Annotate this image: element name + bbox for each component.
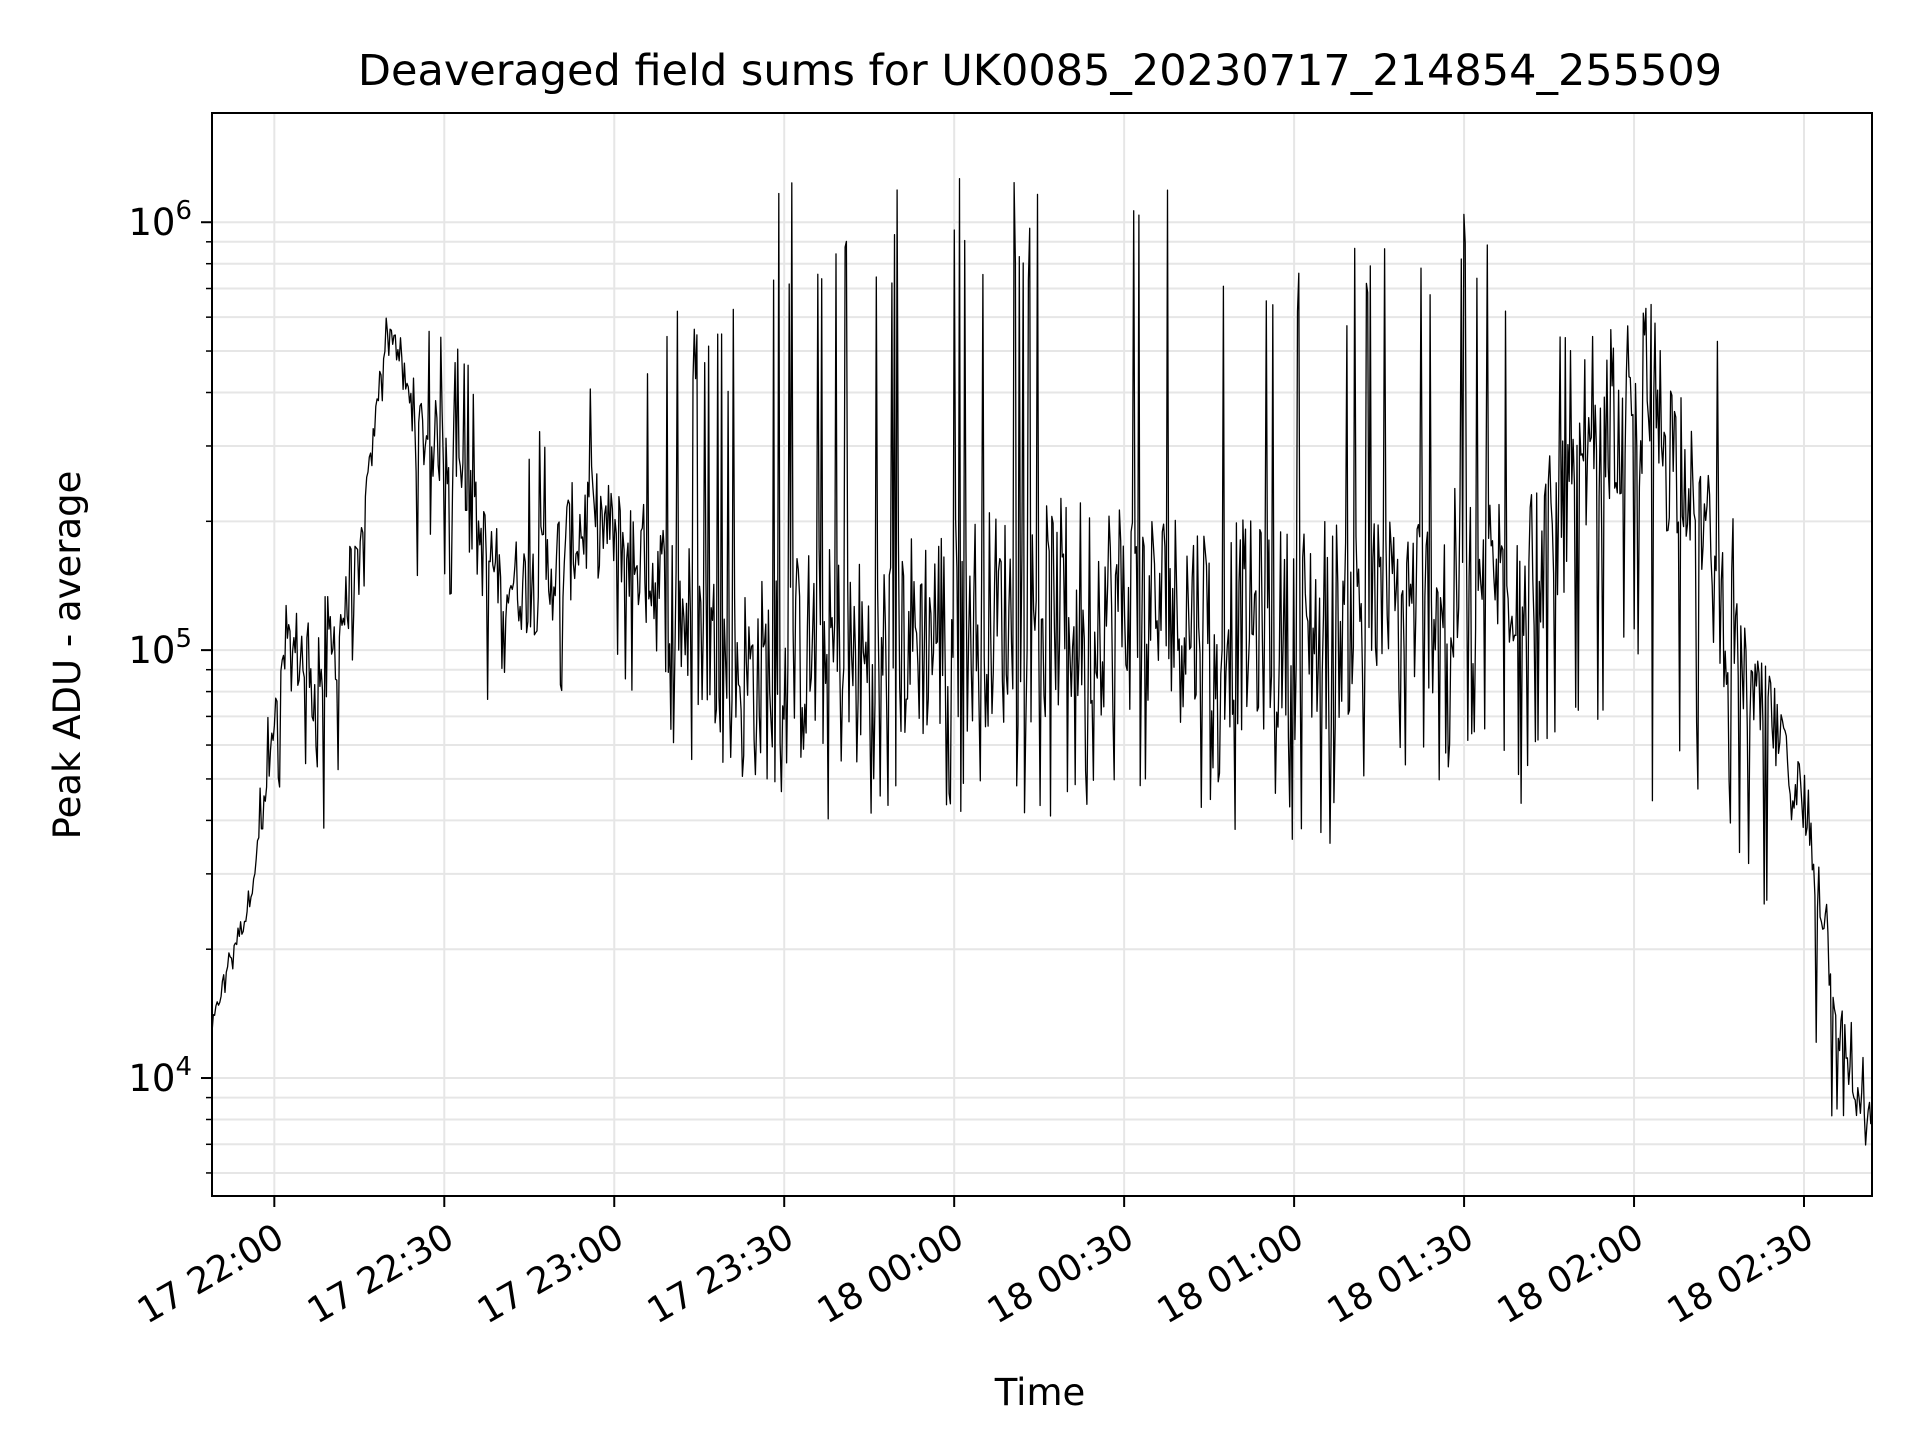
y-axis-label: Peak ADU - average	[46, 471, 89, 840]
y-tick-label: 105	[128, 624, 192, 672]
x-axis-label: Time	[994, 1371, 1086, 1414]
data-layer	[211, 177, 1872, 1146]
y-tick-label: 106	[128, 196, 192, 244]
plot-frame	[211, 112, 1873, 1197]
grid-layer	[212, 113, 1872, 1196]
y-tick-label: 104	[128, 1052, 192, 1100]
chart-title: Deaveraged field sums for UK0085_2023071…	[358, 46, 1722, 96]
series-line	[211, 177, 1872, 1146]
